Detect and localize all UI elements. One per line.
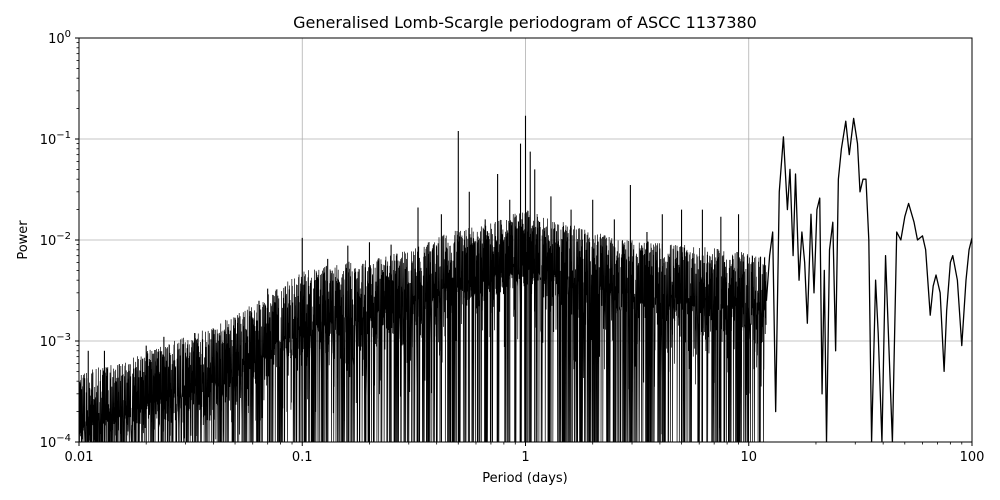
y-tick-label: 10−4 xyxy=(40,433,71,451)
x-axis-label: Period (days) xyxy=(482,471,568,486)
y-tick-label: 10−2 xyxy=(40,231,71,249)
ticks: 0.01 0.1 1 10 100 10−4 10−3 10−2 10−1 100 xyxy=(40,29,985,465)
x-tick-label: 0.01 xyxy=(65,450,94,465)
data-layer xyxy=(79,115,972,442)
y-tick-label: 10−1 xyxy=(40,130,71,148)
y-tick-label: 10−3 xyxy=(40,332,71,350)
x-tick-label: 100 xyxy=(960,450,985,465)
chart-title: Generalised Lomb-Scargle periodogram of … xyxy=(293,13,757,32)
x-tick-label: 1 xyxy=(521,450,529,465)
x-tick-label: 0.1 xyxy=(292,450,313,465)
y-tick-label: 100 xyxy=(48,29,71,47)
periodogram-long-period-line xyxy=(765,117,972,442)
x-tick-label: 10 xyxy=(740,450,757,465)
y-axis-label: Power xyxy=(16,220,31,260)
